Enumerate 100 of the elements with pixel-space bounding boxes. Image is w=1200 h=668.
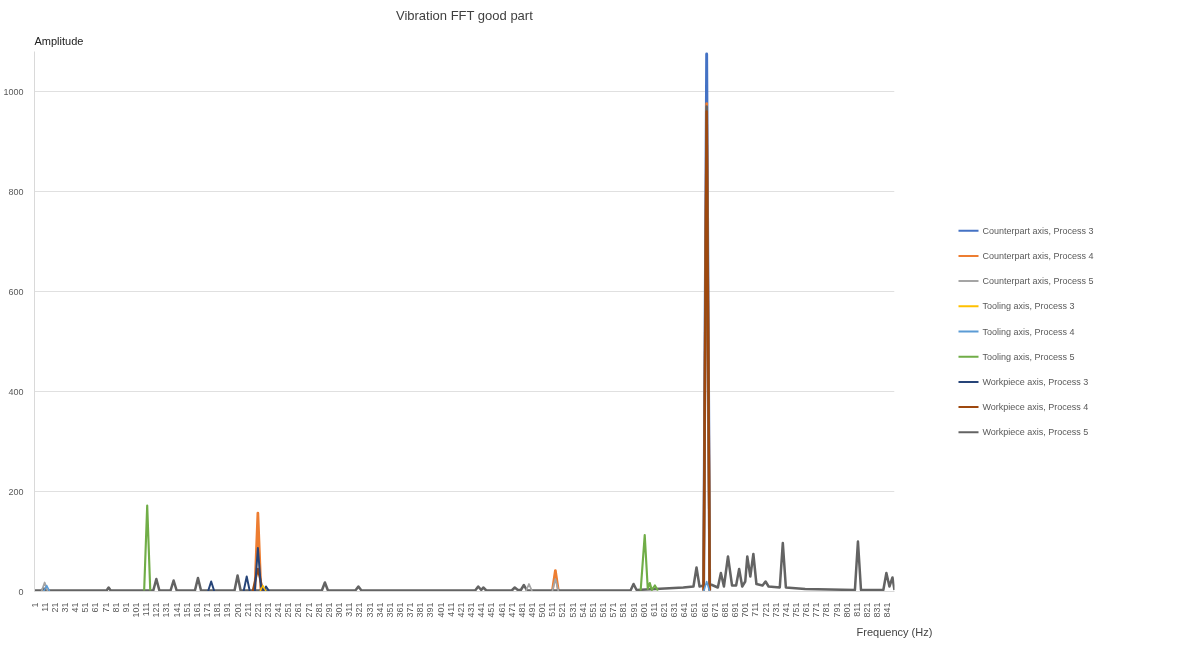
x-tick-label: 151: [181, 602, 192, 618]
x-tick-label: 781: [821, 602, 832, 618]
x-tick-label: 21: [49, 602, 60, 613]
y-tick-label: 0: [18, 586, 24, 597]
x-tick-label: 251: [283, 602, 294, 618]
x-tick-label: 821: [862, 602, 873, 618]
legend-label: Counterpart axis, Process 3: [982, 225, 1094, 236]
x-tick-label: 811: [851, 602, 862, 617]
x-tick-label: 201: [232, 602, 243, 618]
x-tick-label: 381: [415, 602, 426, 618]
legend-label: Workpiece axis, Process 3: [982, 376, 1089, 387]
x-tick-label: 411: [445, 602, 456, 617]
x-tick-label: 11: [39, 602, 50, 612]
x-tick-label: 101: [131, 602, 142, 618]
x-tick-label: 331: [364, 602, 375, 618]
x-tick-label: 311: [344, 602, 355, 617]
x-tick-label: 91: [120, 602, 131, 613]
x-tick-label: 741: [780, 602, 791, 618]
x-tick-label: 71: [100, 602, 111, 613]
x-tick-label: 561: [598, 602, 609, 618]
x-tick-label: 171: [202, 602, 213, 618]
x-tick-label: 461: [496, 602, 507, 618]
x-tick-label: 281: [313, 602, 324, 618]
x-tick-label: 651: [689, 602, 700, 618]
x-tick-label: 451: [486, 602, 497, 618]
legend-label: Workpiece axis, Process 5: [982, 427, 1089, 438]
x-tick-label: 181: [212, 602, 223, 618]
x-tick-label: 481: [516, 602, 527, 618]
x-tick-label: 611: [648, 602, 659, 617]
legend-label: Workpiece axis, Process 4: [982, 402, 1089, 413]
x-tick-label: 291: [323, 602, 334, 618]
x-tick-label: 791: [831, 602, 842, 618]
x-tick-label: 691: [730, 602, 741, 618]
x-tick-label: 771: [811, 602, 822, 618]
x-tick-label: 641: [679, 602, 690, 618]
x-tick-label: 621: [659, 602, 670, 618]
y-tick-label: 1000: [3, 86, 24, 97]
legend-label: Counterpart axis, Process 4: [982, 250, 1094, 261]
x-tick-label: 841: [882, 602, 893, 618]
x-tick-label: 241: [273, 602, 284, 618]
x-tick-label: 31: [59, 602, 70, 613]
y-tick-label: 400: [8, 386, 24, 397]
x-tick-label: 761: [801, 602, 812, 618]
legend-label: Tooling axis, Process 3: [982, 301, 1075, 312]
x-axis-title: Frequency (Hz): [856, 625, 933, 638]
x-tick-label: 831: [872, 602, 883, 618]
x-tick-label: 441: [476, 602, 487, 618]
x-tick-label: 191: [222, 602, 233, 618]
x-tick-label: 471: [506, 602, 517, 618]
y-tick-label: 200: [8, 486, 24, 497]
y-tick-label: 800: [8, 186, 24, 197]
x-tick-label: 571: [608, 602, 619, 618]
x-tick-label: 121: [151, 602, 162, 618]
legend-label: Counterpart axis, Process 5: [982, 276, 1094, 287]
x-tick-label: 141: [171, 602, 182, 618]
x-tick-label: 351: [384, 602, 395, 618]
x-tick-label: 631: [669, 602, 680, 618]
y-tick-label: 600: [8, 286, 24, 297]
legend-label: Tooling axis, Process 4: [982, 326, 1075, 337]
x-tick-label: 1: [29, 602, 40, 608]
x-tick-label: 701: [740, 602, 751, 618]
x-tick-label: 431: [466, 602, 477, 618]
x-tick-label: 731: [770, 602, 781, 618]
y-axis-title: Amplitude: [34, 34, 84, 47]
x-tick-label: 61: [90, 602, 101, 613]
x-tick-label: 261: [293, 602, 304, 618]
x-tick-label: 51: [80, 602, 91, 613]
x-tick-label: 531: [567, 602, 578, 618]
x-tick-label: 801: [841, 602, 852, 618]
x-tick-label: 591: [628, 602, 639, 618]
x-tick-label: 501: [537, 602, 548, 618]
x-tick-label: 231: [263, 602, 274, 618]
x-tick-label: 581: [618, 602, 629, 618]
x-tick-label: 41: [70, 602, 81, 613]
x-tick-label: 511: [547, 602, 558, 617]
x-tick-label: 491: [527, 602, 538, 618]
x-tick-label: 661: [699, 602, 710, 618]
x-tick-label: 751: [791, 602, 802, 618]
x-tick-label: 671: [709, 602, 720, 618]
x-tick-label: 541: [577, 602, 588, 618]
x-tick-label: 321: [354, 602, 365, 618]
x-tick-label: 341: [374, 602, 385, 618]
x-tick-label: 301: [334, 602, 345, 618]
chart-title: Vibration FFT good part: [395, 7, 534, 23]
x-tick-label: 111: [141, 602, 152, 617]
x-tick-label: 161: [191, 602, 202, 618]
x-tick-label: 211: [242, 602, 253, 617]
x-tick-label: 271: [303, 602, 314, 618]
x-tick-label: 131: [161, 602, 172, 618]
x-tick-label: 551: [587, 602, 598, 618]
legend-label: Tooling axis, Process 5: [982, 351, 1075, 362]
x-tick-label: 711: [750, 602, 761, 617]
x-tick-label: 81: [110, 602, 121, 613]
x-tick-label: 521: [557, 602, 568, 618]
x-tick-label: 721: [760, 602, 771, 618]
x-tick-label: 371: [405, 602, 416, 618]
x-tick-label: 221: [252, 602, 263, 618]
x-tick-label: 601: [638, 602, 649, 618]
x-tick-label: 391: [425, 602, 436, 618]
x-tick-label: 401: [435, 602, 446, 618]
